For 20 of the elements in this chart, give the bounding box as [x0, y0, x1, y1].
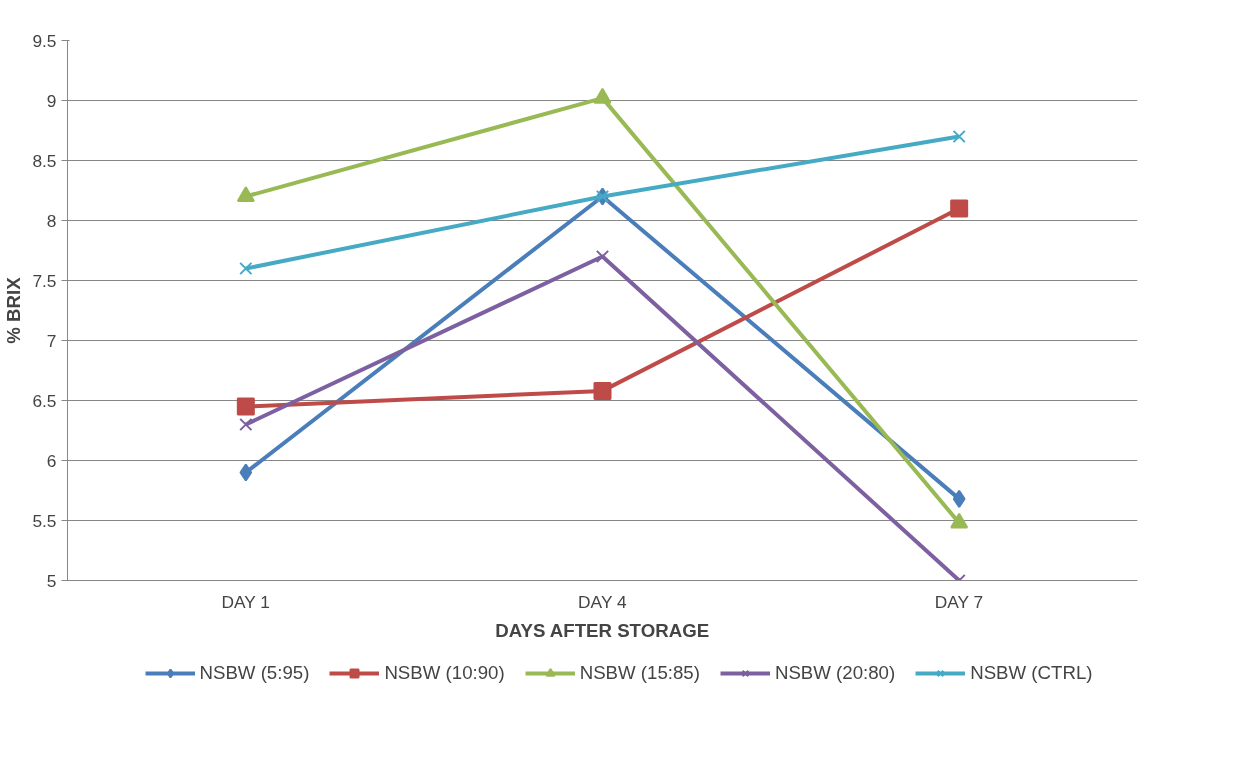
y-tick-label: 7.5 [32, 270, 57, 291]
x-tick-label: DAY 7 [934, 591, 984, 612]
y-tick-label: 9.5 [32, 30, 57, 51]
y-tick-label: 6 [46, 450, 57, 471]
legend-label: NSBW (5:95) [199, 662, 310, 684]
y-tick-label: 9 [46, 90, 57, 111]
legend-label: NSBW (CTRL) [970, 662, 1093, 684]
y-tick-label: 6.5 [32, 390, 57, 411]
y-tick-label: 8.5 [32, 150, 57, 171]
y-tick-label: 5.5 [32, 510, 57, 531]
y-tick-label: 8 [46, 210, 57, 231]
legend-label: NSBW (20:80) [774, 662, 896, 684]
x-tick-label: DAY 4 [578, 591, 627, 612]
y-tick-label: 5 [46, 570, 57, 591]
legend-label: NSBW (10:90) [384, 662, 505, 684]
y-axis-title: % BRIX [3, 276, 25, 344]
x-axis-title: DAYS AFTER STORAGE [495, 619, 710, 641]
y-tick-label: 7 [46, 330, 57, 351]
legend-label: NSBW (15:85) [579, 662, 700, 684]
x-tick-label: DAY 1 [221, 591, 270, 612]
